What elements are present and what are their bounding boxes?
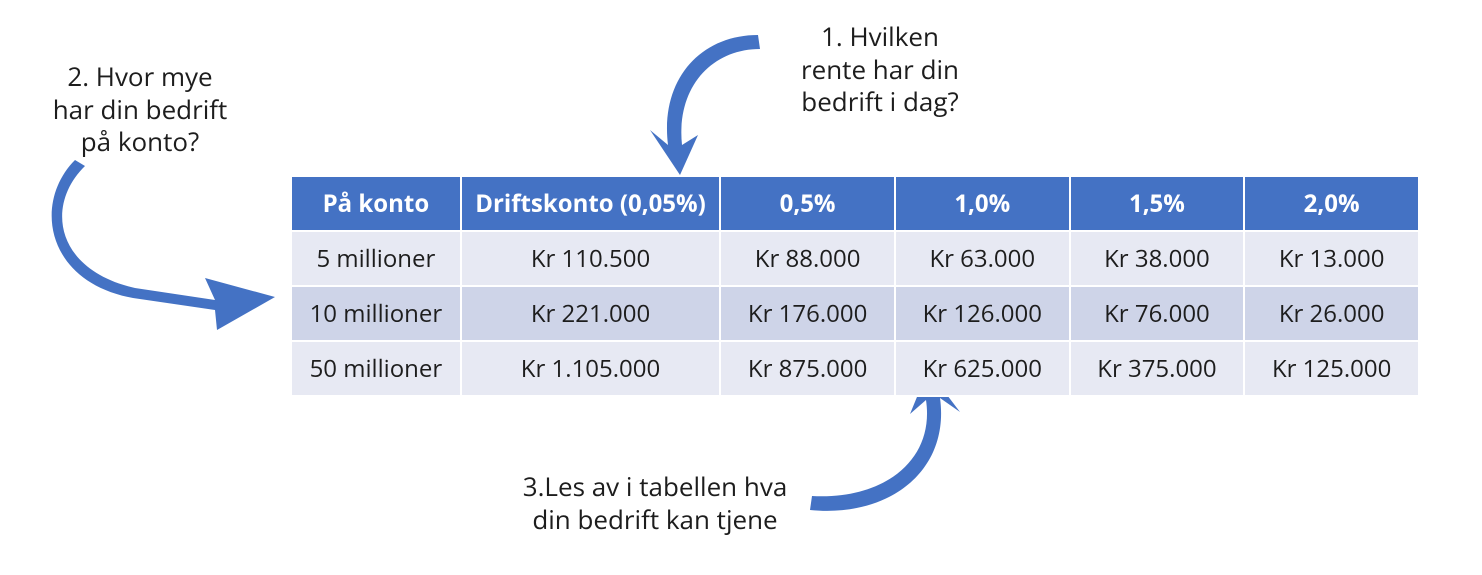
callout-konto: 2. Hvor mye har din bedrift på konto? [10, 60, 270, 158]
cell-amount: 5 millioner [291, 231, 461, 286]
cell-value: Kr 38.000 [1070, 231, 1245, 286]
cell-value: Kr 176.000 [720, 286, 895, 341]
th-1-5: 1,5% [1070, 176, 1245, 231]
callout-rente: 1. Hvilken rente har din bedrift i dag? [750, 20, 1010, 118]
cell-amount: 50 millioner [291, 341, 461, 396]
callout-les-av: 3.Les av i tabellen hva din bedrift kan … [470, 470, 840, 535]
cell-value: Kr 1.105.000 [461, 341, 721, 396]
table-row: 10 millioner Kr 221.000 Kr 176.000 Kr 12… [291, 286, 1419, 341]
arrow-to-firstcol-icon [45, 160, 285, 320]
table-row: 5 millioner Kr 110.500 Kr 88.000 Kr 63.0… [291, 231, 1419, 286]
th-1-0: 1,0% [895, 176, 1070, 231]
interest-table: På konto Driftskonto (0,05%) 0,5% 1,0% 1… [290, 175, 1420, 397]
cell-value: Kr 110.500 [461, 231, 721, 286]
cell-value: Kr 625.000 [895, 341, 1070, 396]
cell-value: Kr 125.000 [1244, 341, 1419, 396]
cell-value: Kr 221.000 [461, 286, 721, 341]
cell-value: Kr 63.000 [895, 231, 1070, 286]
cell-value: Kr 13.000 [1244, 231, 1419, 286]
th-0-5: 0,5% [720, 176, 895, 231]
cell-value: Kr 26.000 [1244, 286, 1419, 341]
th-driftskonto: Driftskonto (0,05%) [461, 176, 721, 231]
cell-amount: 10 millioner [291, 286, 461, 341]
cell-value: Kr 88.000 [720, 231, 895, 286]
arrow-to-header-icon [640, 25, 770, 175]
cell-value: Kr 875.000 [720, 341, 895, 396]
cell-value: Kr 126.000 [895, 286, 1070, 341]
table-header: På konto Driftskonto (0,05%) 0,5% 1,0% 1… [291, 176, 1419, 231]
cell-value: Kr 375.000 [1070, 341, 1245, 396]
table-row: 50 millioner Kr 1.105.000 Kr 875.000 Kr … [291, 341, 1419, 396]
th-2-0: 2,0% [1244, 176, 1419, 231]
th-pa-konto: På konto [291, 176, 461, 231]
cell-value: Kr 76.000 [1070, 286, 1245, 341]
table-body: 5 millioner Kr 110.500 Kr 88.000 Kr 63.0… [291, 231, 1419, 396]
